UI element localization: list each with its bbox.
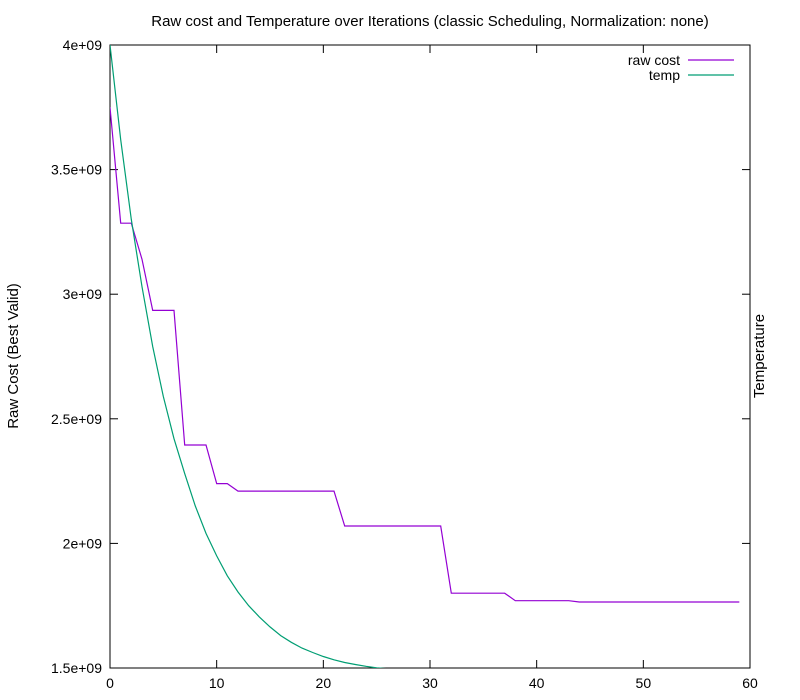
x-tick-label: 0 — [106, 675, 114, 691]
y2-axis-title: Temperature — [751, 314, 768, 398]
y-tick-label: 1.5e+09 — [51, 660, 102, 676]
y-tick-label: 3e+09 — [63, 286, 103, 302]
y-tick-label: 4e+09 — [63, 37, 103, 53]
series-line-temp — [110, 45, 387, 668]
y-tick-label: 2.5e+09 — [51, 411, 102, 427]
x-tick-label: 10 — [209, 675, 225, 691]
x-tick-label: 30 — [422, 675, 438, 691]
legend-label: raw cost — [628, 52, 680, 68]
x-tick-label: 40 — [529, 675, 545, 691]
y-axis-title: Raw Cost (Best Valid) — [5, 283, 22, 429]
y-tick-label: 3.5e+09 — [51, 162, 102, 178]
plot-area: 0 10 20 30 40 50 60 1.5e+09 2e+09 2.5e+09 3e+09 3.5… — [51, 37, 758, 691]
chart-title: Raw cost and Temperature over Iterations… — [151, 13, 709, 30]
x-tick-label: 60 — [742, 675, 758, 691]
plot-border — [109, 44, 751, 669]
x-tick-label: 50 — [636, 675, 652, 691]
y-tick-label: 2e+09 — [63, 535, 103, 551]
series-line-raw-cost — [110, 107, 740, 603]
x-tick-label: 20 — [316, 675, 332, 691]
legend-label: temp — [649, 67, 680, 83]
